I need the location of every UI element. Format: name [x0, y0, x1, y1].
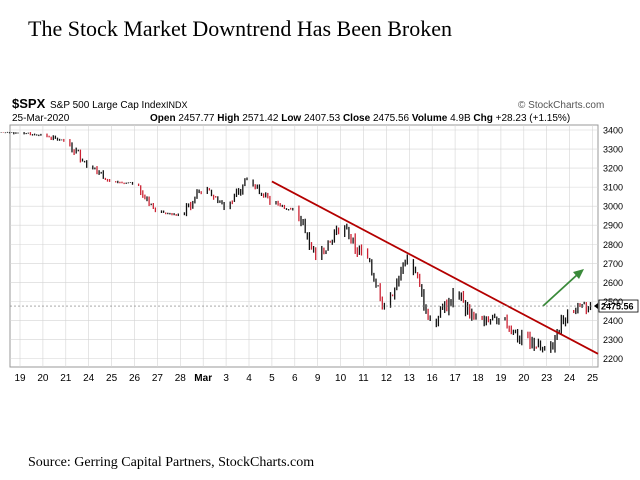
low-label: Low — [281, 113, 301, 124]
uptrend-arrow — [542, 273, 579, 307]
y-axis: 2200 2300 2400 2500 2600 2700 2800 2900 3000 3100… — [603, 126, 623, 365]
x-tick-label: 11 — [358, 373, 369, 384]
x-tick-label: 18 — [472, 373, 484, 384]
x-tick-label: 16 — [427, 373, 439, 384]
y-tick-label: 3300 — [603, 145, 623, 155]
y-tick-label: 3100 — [603, 183, 623, 193]
x-tick-label: 26 — [129, 373, 141, 384]
x-tick-label: 17 — [450, 373, 462, 384]
open-value: 2457.77 — [178, 113, 215, 124]
last-price-marker-icon — [594, 303, 598, 310]
low-value: 2407.53 — [304, 113, 341, 124]
last-price-label: 2475.56 — [601, 302, 634, 312]
close-label: Close — [343, 113, 371, 124]
price-bars — [0, 131, 592, 353]
index-name: S&P 500 Large Cap Index — [50, 100, 166, 111]
volume-value: 4.9B — [450, 113, 471, 124]
x-tick-label: 27 — [152, 373, 164, 384]
annotations: 2475.56 — [10, 180, 639, 355]
volume-label: Volume — [412, 113, 448, 124]
page-title: The Stock Market Downtrend Has Been Brok… — [28, 16, 453, 41]
x-tick-label: 4 — [246, 373, 252, 384]
x-tick-label: 19 — [14, 373, 26, 384]
high-value: 2571.42 — [242, 113, 279, 124]
x-tick-label: 19 — [495, 373, 507, 384]
exchange-label: INDX — [166, 100, 188, 110]
x-tick-label: 6 — [292, 373, 298, 384]
last-price-box — [598, 299, 639, 313]
x-tick-label: 25 — [106, 373, 118, 384]
x-tick-label: 23 — [541, 373, 553, 384]
chg-value: +28.23 (+1.15%) — [496, 113, 571, 124]
symbol: $SPX — [12, 96, 46, 111]
ohlc-readout: Open 2457.77 High 2571.42 Low 2407.53 Cl… — [150, 113, 570, 124]
x-tick-label: 20 — [37, 373, 49, 384]
x-tick-label: 13 — [404, 373, 416, 384]
chg-label: Chg — [473, 113, 492, 124]
y-tick-label: 2900 — [603, 221, 623, 231]
close-value: 2475.56 — [373, 113, 410, 124]
y-tick-label: 2200 — [603, 354, 623, 364]
downtrend-line — [271, 180, 599, 355]
brand-label: © StockCharts.com — [518, 100, 604, 111]
x-tick-label: 10 — [335, 373, 347, 384]
x-tick-label: 3 — [223, 373, 229, 384]
arrow-head-icon — [573, 269, 584, 279]
x-tick-label: 25 — [587, 373, 599, 384]
x-tick-label: 28 — [175, 373, 187, 384]
high-label: High — [217, 113, 239, 124]
x-tick-label: 9 — [315, 373, 321, 384]
y-tick-label: 2500 — [603, 297, 623, 307]
open-label: Open — [150, 113, 176, 124]
y-tick-label: 3400 — [603, 126, 623, 136]
y-tick-label: 2400 — [603, 316, 623, 326]
x-tick-label: 20 — [518, 373, 530, 384]
x-tick-label: 21 — [60, 373, 72, 384]
chart-date: 25-Mar-2020 — [12, 113, 70, 124]
x-tick-label: 12 — [381, 373, 393, 384]
plot-area — [9, 124, 599, 368]
x-tick-label: 5 — [269, 373, 275, 384]
y-tick-label: 3000 — [603, 202, 623, 212]
stock-chart-svg: $SPX S&P 500 Large Cap Index INDX © Stoc… — [0, 96, 639, 384]
x-tick-label: Mar — [194, 373, 212, 384]
source-note: Source: Gerring Capital Partners, StockC… — [28, 455, 315, 470]
x-tick-label: 24 — [83, 373, 95, 384]
y-tick-label: 3200 — [603, 164, 623, 174]
y-tick-label: 2800 — [603, 240, 623, 250]
x-tick-label: 24 — [564, 373, 576, 384]
y-tick-label: 2700 — [603, 259, 623, 269]
y-tick-label: 2600 — [603, 278, 623, 288]
chart: $SPX S&P 500 Large Cap Index INDX © Stoc… — [0, 88, 640, 388]
x-axis: 19 20 21 24 25 26 27 28 Mar 3 4 5 6 9 10 11 12 13 16 17 18 19… — [14, 373, 598, 384]
grid — [10, 125, 598, 367]
y-tick-label: 2300 — [603, 335, 623, 345]
